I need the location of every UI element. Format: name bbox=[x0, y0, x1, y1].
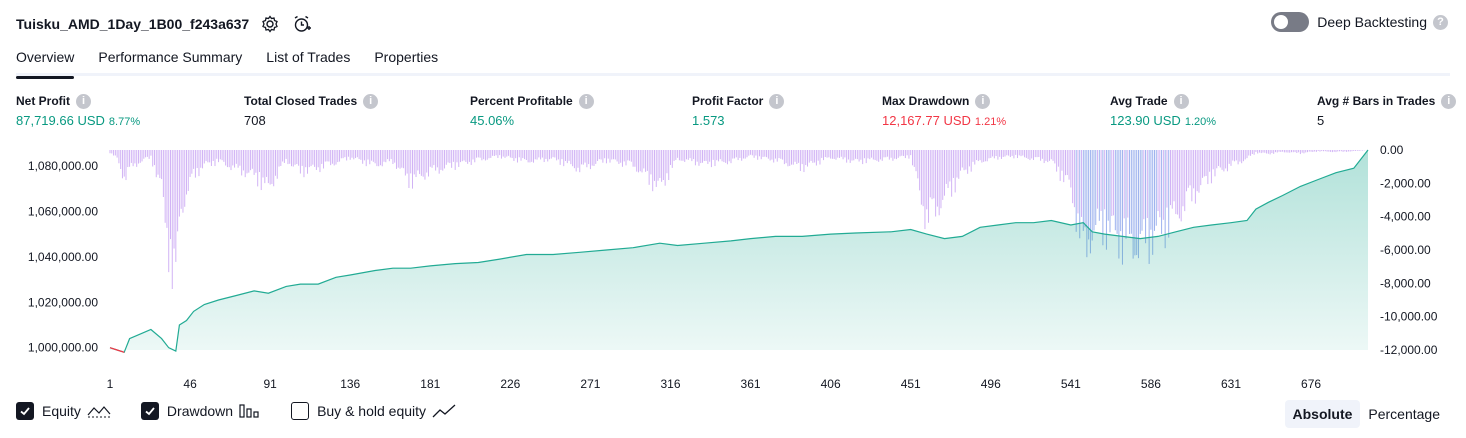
help-icon[interactable]: ? bbox=[1433, 14, 1448, 30]
x-axis-tick: 631 bbox=[1221, 377, 1241, 391]
right-axis-tick: -12,000.00 bbox=[1380, 343, 1438, 357]
metric-profit-factor: Profit Factor i 1.573 bbox=[692, 93, 785, 128]
metric-avg-trade: Avg Trade i 123.90 USD 1.20% bbox=[1110, 93, 1216, 128]
tab-performance-summary[interactable]: Performance Summary bbox=[98, 49, 243, 65]
percentage-button[interactable]: Percentage bbox=[1368, 406, 1440, 422]
legend-label: Equity bbox=[42, 403, 81, 419]
right-axis-tick: -8,000.00 bbox=[1380, 276, 1431, 290]
net-profit-pct: 8.77% bbox=[108, 116, 141, 128]
legend-label: Buy & hold equity bbox=[317, 403, 427, 419]
metric-label: Net Profit bbox=[16, 94, 70, 108]
x-axis-tick: 316 bbox=[660, 377, 680, 391]
checkbox-unchecked[interactable] bbox=[291, 402, 310, 420]
right-axis-tick: -6,000.00 bbox=[1380, 243, 1431, 257]
equity-line bbox=[109, 149, 1369, 354]
x-axis-tick: 136 bbox=[340, 377, 360, 391]
checkbox-checked[interactable] bbox=[140, 402, 159, 420]
percent-profitable-value: 45.06% bbox=[470, 113, 515, 128]
metric-label: Total Closed Trades bbox=[244, 94, 358, 108]
tab-overview[interactable]: Overview bbox=[16, 44, 75, 79]
avg-trade-pct: 1.20% bbox=[1184, 116, 1217, 128]
total-closed-trades-value: 708 bbox=[244, 113, 266, 128]
net-profit-value: 87,719.66 USD bbox=[16, 113, 105, 128]
x-axis-tick: 406 bbox=[821, 377, 841, 391]
metric-label: Avg # Bars in Trades bbox=[1317, 94, 1436, 108]
tab-list-of-trades[interactable]: List of Trades bbox=[266, 49, 351, 65]
strategy-title: Tuisku_AMD_1Day_1B00_f243a637 bbox=[16, 16, 250, 32]
x-axis-tick: 46 bbox=[183, 377, 197, 391]
info-icon[interactable]: i bbox=[578, 93, 594, 109]
profit-factor-value: 1.573 bbox=[692, 113, 725, 128]
info-icon[interactable]: i bbox=[1173, 93, 1189, 109]
metric-avg-bars: Avg # Bars in Trades i 5 bbox=[1317, 93, 1457, 128]
x-axis-tick: 586 bbox=[1141, 377, 1161, 391]
x-axis-tick: 451 bbox=[901, 377, 921, 391]
absolute-button[interactable]: Absolute bbox=[1284, 400, 1361, 428]
metric-percent-profitable: Percent Profitable i 45.06% bbox=[470, 93, 594, 128]
metric-label: Profit Factor bbox=[692, 94, 764, 108]
left-axis-tick: 1,060,000.00 bbox=[28, 204, 98, 218]
right-axis-tick: -10,000.00 bbox=[1380, 310, 1438, 324]
metric-max-drawdown: Max Drawdown i 12,167.77 USD 1.21% bbox=[882, 93, 1006, 128]
buyhold-line-icon bbox=[432, 403, 456, 419]
max-drawdown-value: 12,167.77 USD bbox=[882, 113, 971, 128]
info-icon[interactable]: i bbox=[769, 93, 785, 109]
left-axis-tick: 1,020,000.00 bbox=[28, 295, 98, 309]
info-icon[interactable]: i bbox=[76, 93, 91, 109]
add-alert-icon[interactable] bbox=[291, 13, 313, 35]
equity-area bbox=[110, 150, 1368, 353]
x-axis-tick: 361 bbox=[741, 377, 761, 391]
legend-buy-hold-equity[interactable]: Buy & hold equity bbox=[291, 402, 456, 420]
equity-drawdown-chart[interactable]: 1,080,000.00 1,060,000.00 1,040,000.00 1,02… bbox=[0, 140, 1466, 395]
info-icon[interactable]: i bbox=[975, 93, 991, 109]
metric-label: Avg Trade bbox=[1110, 94, 1168, 108]
x-axis-tick: 676 bbox=[1301, 377, 1321, 391]
view-mode-switch: Absolute Percentage bbox=[1284, 400, 1449, 428]
metric-label: Max Drawdown bbox=[882, 94, 970, 108]
left-axis-tick: 1,000,000.00 bbox=[28, 341, 98, 355]
legend-label: Drawdown bbox=[166, 403, 234, 419]
deep-backtesting: Deep Backtesting ? bbox=[1271, 12, 1448, 32]
x-axis-tick: 91 bbox=[263, 377, 277, 391]
metric-net-profit: Net Profit i 87,719.66 USD 8.77% bbox=[16, 93, 140, 128]
metric-label: Percent Profitable bbox=[470, 94, 573, 108]
drawdown-bars-icon bbox=[239, 403, 261, 419]
deep-backtesting-toggle[interactable] bbox=[1271, 12, 1310, 32]
left-axis-tick: 1,080,000.00 bbox=[28, 159, 98, 173]
metric-total-closed-trades: Total Closed Trades i 708 bbox=[244, 93, 379, 128]
deep-backtesting-label: Deep Backtesting bbox=[1317, 14, 1427, 30]
avg-trade-value: 123.90 USD bbox=[1110, 113, 1181, 128]
x-axis-tick: 226 bbox=[500, 377, 520, 391]
strategy-header: Tuisku_AMD_1Day_1B00_f243a637 bbox=[16, 10, 313, 38]
info-icon[interactable]: i bbox=[363, 93, 379, 109]
right-axis-tick: -2,000.00 bbox=[1380, 176, 1431, 190]
x-axis-tick: 541 bbox=[1061, 377, 1081, 391]
x-axis-tick: 271 bbox=[580, 377, 600, 391]
x-axis-tick: 1 bbox=[107, 377, 114, 391]
legend-equity[interactable]: Equity bbox=[16, 402, 111, 420]
checkbox-checked[interactable] bbox=[16, 402, 34, 420]
settings-icon[interactable] bbox=[259, 13, 281, 35]
max-drawdown-pct: 1.21% bbox=[974, 116, 1007, 128]
tab-properties[interactable]: Properties bbox=[374, 49, 439, 65]
x-axis-tick: 496 bbox=[981, 377, 1001, 391]
left-axis-tick: 1,040,000.00 bbox=[28, 250, 98, 264]
equity-line-icon bbox=[87, 403, 111, 419]
right-axis-tick: -4,000.00 bbox=[1380, 210, 1431, 224]
report-tabs: Overview Performance Summary List of Tra… bbox=[16, 44, 1450, 79]
info-icon[interactable]: i bbox=[1441, 93, 1457, 109]
legend-drawdown[interactable]: Drawdown bbox=[140, 402, 261, 420]
x-axis-tick: 181 bbox=[420, 377, 440, 391]
chart-legend: Equity Drawdown Buy & hold equity bbox=[16, 402, 486, 420]
avg-bars-value: 5 bbox=[1317, 113, 1325, 128]
equity-loss-segment bbox=[109, 347, 125, 353]
right-axis-tick: 0.00 bbox=[1380, 143, 1404, 157]
